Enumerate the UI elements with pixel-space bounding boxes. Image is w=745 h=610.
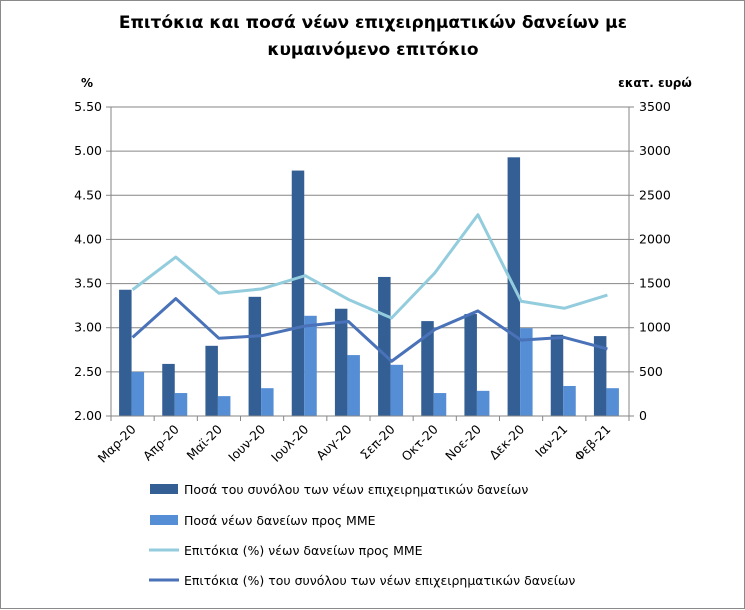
- left-tick-label: 3.00: [74, 320, 102, 335]
- chart-title-line1: Επιτόκια και ποσά νέων επιχειρηματικών δ…: [119, 13, 627, 33]
- left-tick-label: 4.00: [74, 231, 102, 246]
- bar-sme-loans: [347, 355, 360, 416]
- legend-label: Επιτόκια (%) του συνόλου των νέων επιχει…: [184, 573, 575, 588]
- x-tick-label: Μαρ-20: [95, 421, 139, 465]
- legend-swatch: [150, 515, 178, 525]
- bar-total-loans: [378, 276, 391, 416]
- right-tick-label: 1000: [639, 320, 671, 335]
- bar-total-loans: [162, 363, 175, 416]
- left-tick-label: 5.50: [74, 99, 102, 114]
- bar-sme-loans: [217, 396, 231, 416]
- x-tick-label: Σεπ-20: [357, 421, 398, 462]
- left-tick-label: 2.50: [74, 364, 102, 379]
- legend-label: Ποσά του συνόλου των νέων επιχειρηματικώ…: [184, 482, 528, 497]
- left-axis-unit: %: [81, 76, 93, 90]
- right-tick-label: 0: [639, 408, 647, 423]
- bar-sme-loans: [304, 315, 317, 416]
- right-tick-label: 2000: [639, 231, 671, 246]
- x-tick-label: Ιουλ-20: [268, 421, 311, 464]
- left-tick-label: 5.00: [74, 143, 102, 158]
- right-tick-label: 3500: [639, 99, 671, 114]
- right-tick-label: 2500: [639, 187, 671, 202]
- bar-sme-loans: [563, 385, 576, 416]
- right-tick-label: 1500: [639, 276, 671, 291]
- bar-sme-loans: [433, 393, 447, 416]
- bar-total-loans: [421, 321, 434, 416]
- bar-sme-loans: [390, 364, 404, 416]
- bar-total-loans: [593, 336, 607, 416]
- bar-total-loans: [334, 308, 348, 416]
- bar-total-loans: [205, 345, 218, 416]
- bar-total-loans: [291, 170, 305, 416]
- legend-label: Ποσά νέων δανείων προς ΜΜΕ: [184, 513, 376, 528]
- bar-total-loans: [464, 314, 477, 416]
- bar-total-loans: [550, 334, 564, 416]
- x-tick-label: Δεκ-20: [486, 421, 527, 462]
- x-tick-label: Ιαν-21: [532, 422, 570, 460]
- right-tick-label: 500: [639, 364, 663, 379]
- bar-total-loans: [248, 296, 262, 416]
- x-tick-label: Μαϊ-20: [184, 421, 226, 463]
- bar-total-loans: [119, 289, 132, 416]
- x-tick-label: Απρ-20: [140, 421, 182, 463]
- bar-sme-loans: [520, 328, 533, 416]
- legend-label: Επιτόκια (%) νέων δανείων προς ΜΜΕ: [184, 543, 423, 558]
- bar-sme-loans: [174, 393, 188, 416]
- x-tick-label: Νοε-20: [442, 421, 484, 463]
- bar-sme-loans: [606, 388, 619, 416]
- x-tick-label: Φεβ-21: [571, 422, 613, 464]
- line-total-rate: [131, 297, 608, 363]
- left-tick-label: 4.50: [74, 187, 102, 202]
- right-axis-unit: εκατ. ευρώ: [618, 76, 692, 90]
- bar-sme-loans: [261, 388, 274, 416]
- line-sme-rate: [131, 213, 608, 320]
- right-tick-label: 3000: [639, 143, 671, 158]
- chart-title-line2: κυμαινόμενο επιτόκιο: [267, 40, 478, 60]
- legend-swatch: [150, 484, 178, 494]
- left-tick-label: 3.50: [74, 276, 102, 291]
- x-tick-label: Οκτ-20: [398, 421, 441, 464]
- bar-sme-loans: [476, 390, 490, 416]
- x-tick-label: Αυγ-20: [313, 421, 354, 462]
- left-tick-label: 2.00: [74, 408, 102, 423]
- bar-sme-loans: [131, 371, 145, 416]
- x-tick-label: Ιουν-20: [225, 421, 268, 464]
